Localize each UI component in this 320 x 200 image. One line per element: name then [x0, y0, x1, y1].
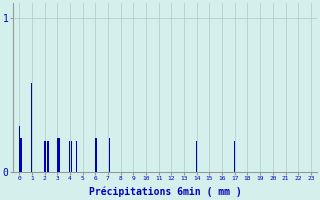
- Bar: [57, 138, 58, 172]
- Bar: [95, 138, 96, 172]
- X-axis label: Précipitations 6min ( mm ): Précipitations 6min ( mm ): [89, 187, 241, 197]
- Bar: [19, 126, 20, 172]
- Bar: [76, 141, 77, 172]
- Bar: [71, 141, 72, 172]
- Bar: [44, 141, 45, 172]
- Bar: [69, 141, 70, 172]
- Bar: [21, 138, 22, 172]
- Bar: [48, 141, 49, 172]
- Bar: [196, 141, 197, 172]
- Bar: [45, 141, 46, 172]
- Bar: [59, 138, 60, 172]
- Bar: [234, 141, 235, 172]
- Bar: [31, 83, 32, 172]
- Bar: [109, 138, 110, 172]
- Bar: [75, 141, 76, 172]
- Bar: [58, 138, 59, 172]
- Bar: [22, 138, 23, 172]
- Bar: [20, 138, 21, 172]
- Bar: [96, 138, 97, 172]
